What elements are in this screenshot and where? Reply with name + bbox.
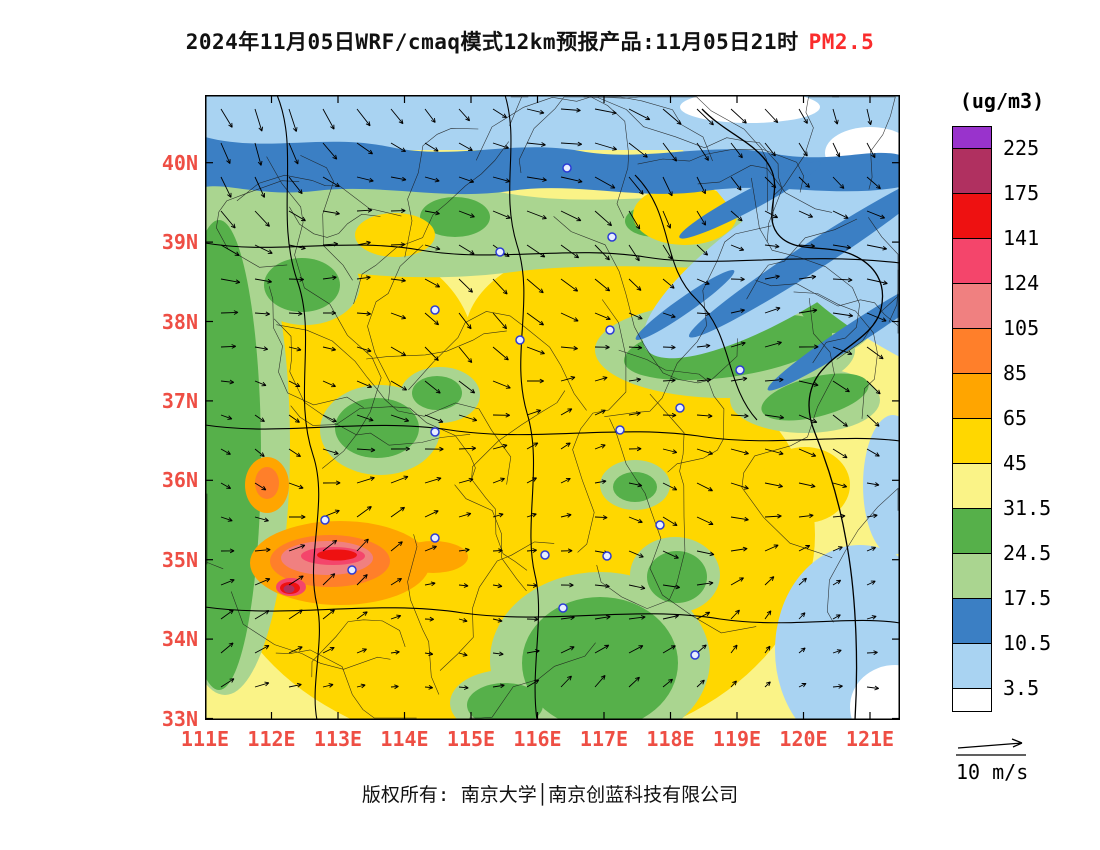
- lon-label: 113E: [313, 727, 363, 751]
- legend-level-label: 141: [1003, 226, 1040, 250]
- lon-label: 117E: [579, 727, 629, 751]
- colorbar: 225 175 141 124 105 85 65 45 31.5 24.5 17.5 10.5 3.5: [952, 126, 1051, 712]
- wind-scale: 10 m/s: [952, 736, 1072, 784]
- legend-color-box: 31.5: [952, 463, 1051, 520]
- lon-label: 119E: [712, 727, 762, 751]
- title-pollutant: PM2.5: [808, 30, 875, 54]
- legend-level-label: 10.5: [1003, 631, 1052, 655]
- lat-label: 35N: [161, 547, 198, 572]
- legend-color-box: 10.5: [952, 598, 1051, 655]
- legend-color-box: 225: [952, 126, 1039, 160]
- hotspot-regions: [245, 457, 468, 605]
- lon-label: 116E: [513, 727, 562, 751]
- province-boundaries: [205, 95, 900, 720]
- lon-label: 120E: [779, 727, 828, 751]
- legend-level-label: 31.5: [1003, 496, 1052, 520]
- lat-label: 40N: [161, 150, 198, 175]
- legend-level-label: 17.5: [1003, 586, 1052, 610]
- legend-level-label: 3.5: [1003, 676, 1040, 700]
- lon-label: 114E: [380, 727, 429, 751]
- wind-scale-label: 10 m/s: [956, 760, 1029, 784]
- map-frame: [205, 95, 900, 720]
- legend-color-box: 24.5: [952, 508, 1051, 565]
- legend-color-box: 45: [952, 418, 1027, 475]
- legend-color-box: [952, 688, 992, 712]
- wind-vectors: [220, 107, 888, 691]
- page-title: 2024年11月05日WRF/cmaq模式12km预报产品:11月05日21时 P…: [0, 26, 1060, 56]
- legend-color-box: 175: [952, 148, 1039, 205]
- legend-color-box: 17.5: [952, 553, 1051, 610]
- legend-level-label: 85: [1003, 361, 1028, 385]
- legend-level-label: 124: [1003, 271, 1040, 295]
- legend-color-box: 124: [952, 238, 1039, 295]
- wind-scale-arrow: [956, 738, 1026, 756]
- legend-level-label: 24.5: [1003, 541, 1052, 565]
- copyright: 版权所有: 南京大学│南京创蓝科技有限公司: [361, 784, 739, 806]
- legend-color-box: 85: [952, 328, 1027, 385]
- forecast-map: [205, 95, 900, 720]
- lat-label: 33N: [161, 706, 198, 731]
- lon-label: 118E: [646, 727, 695, 751]
- lon-label: 112E: [247, 727, 296, 751]
- legend-level-label: 175: [1003, 181, 1040, 205]
- lat-label: 34N: [161, 627, 198, 652]
- lat-label: 39N: [161, 230, 198, 255]
- legend-color-box: 141: [952, 193, 1039, 250]
- legend-color-box: 3.5: [952, 643, 1039, 700]
- coastline: [701, 108, 884, 720]
- lon-label: 111E: [180, 727, 230, 751]
- lon-label: 115E: [446, 727, 496, 751]
- lat-label: 38N: [161, 309, 198, 334]
- title-text: 2024年11月05日WRF/cmaq模式12km预报产品:11月05日21时: [185, 30, 799, 54]
- legend-color-box: 105: [952, 283, 1039, 340]
- lat-label: 37N: [161, 388, 198, 413]
- legend-level-label: 225: [1003, 136, 1040, 160]
- pm-fill-regions: [205, 95, 900, 720]
- lat-label: 36N: [161, 468, 198, 493]
- city-markers: [320, 163, 745, 660]
- legend-unit: (ug/m3): [959, 89, 1045, 113]
- legend-level-label: 105: [1003, 316, 1040, 340]
- colorbar-legend: (ug/m3) 225 175 141 124 105 85 65 45 31.5 24.5 17.…: [952, 89, 1051, 712]
- legend-level-label: 45: [1003, 451, 1028, 475]
- legend-level-label: 65: [1003, 406, 1028, 430]
- lon-label: 121E: [845, 727, 895, 751]
- legend-color-box: 65: [952, 373, 1027, 430]
